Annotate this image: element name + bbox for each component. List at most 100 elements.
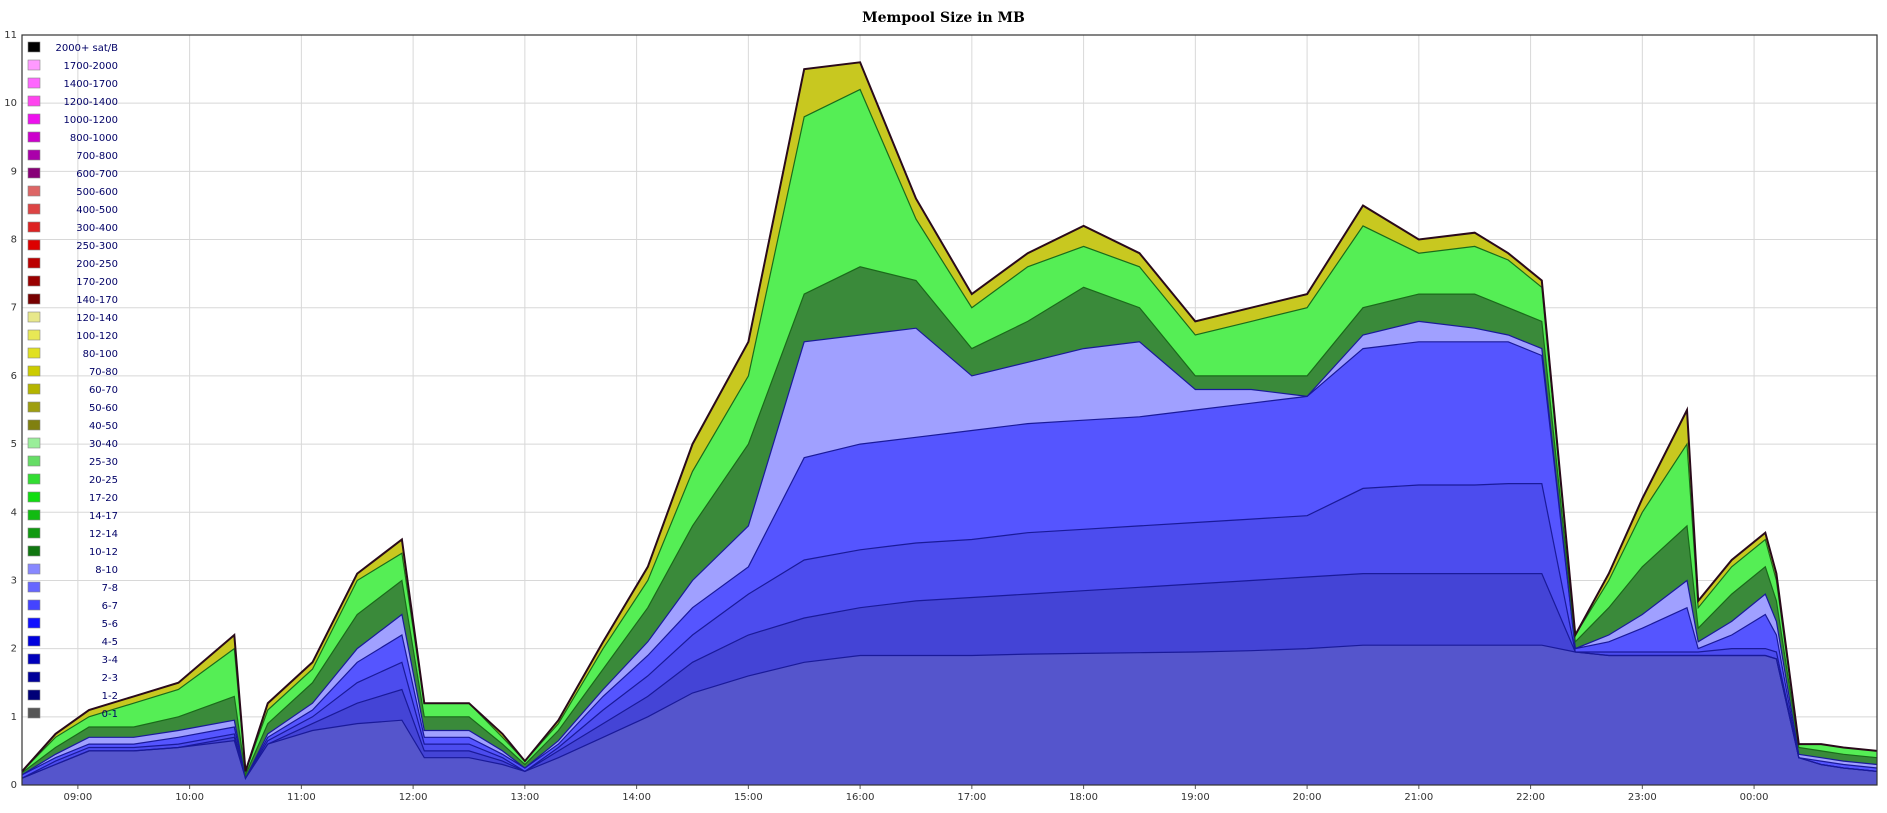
legend-label: 600-700: [76, 169, 118, 180]
legend-swatch: [27, 545, 41, 557]
legend-label: 14-17: [89, 511, 118, 522]
legend-label: 200-250: [76, 259, 118, 270]
legend-label: 300-400: [76, 223, 118, 234]
x-tick-label: 17:00: [957, 792, 986, 803]
x-tick-label: 18:00: [1069, 792, 1098, 803]
legend-label: 2000+ sat/B: [56, 43, 119, 54]
legend-swatch: [27, 329, 41, 341]
y-tick-label: 4: [11, 507, 17, 518]
legend-label: 800-1000: [70, 133, 118, 144]
x-tick-label: 09:00: [63, 792, 92, 803]
legend-label: 50-60: [89, 403, 118, 414]
legend-label: 7-8: [102, 583, 118, 594]
area-series-1-2: [22, 645, 1877, 785]
legend-label: 25-30: [89, 457, 118, 468]
legend-swatch: [27, 167, 41, 179]
legend-label: 1200-1400: [63, 97, 118, 108]
x-tick-label: 21:00: [1404, 792, 1433, 803]
series-line-20-40: [21, 88, 1878, 772]
legend-swatch: [27, 239, 41, 251]
y-tick-label: 3: [11, 575, 17, 586]
legend-label: 80-100: [83, 349, 118, 360]
legend-swatch: [27, 563, 41, 575]
series-line-2-3: [21, 573, 1878, 780]
legend-label: 60-70: [89, 385, 118, 396]
y-tick-label: 6: [11, 371, 17, 382]
legend-label: 1400-1700: [63, 79, 118, 90]
legend-swatch: [27, 257, 41, 269]
legend-label: 250-300: [76, 241, 118, 252]
x-tick-label: 13:00: [510, 792, 539, 803]
x-tick-label: 16:00: [846, 792, 875, 803]
x-tick-label: 23:00: [1628, 792, 1657, 803]
legend-swatch: [27, 401, 41, 413]
y-tick-label: 1: [11, 712, 17, 723]
y-tick-label: 0: [11, 780, 17, 791]
legend-swatch: [27, 77, 41, 89]
legend-swatch: [27, 455, 41, 467]
x-tick-label: 19:00: [1181, 792, 1210, 803]
legend: 2000+ sat/B 1700-2000 1400-1700 1200-1400 10…: [27, 41, 119, 720]
x-tick-label: 12:00: [399, 792, 428, 803]
legend-swatch: [27, 635, 41, 647]
legend-label: 100-120: [76, 331, 118, 342]
legend-swatch: [27, 41, 41, 53]
axis-layer: 0 1 2 3 4 5 6 7 8 9 10 11 09:00 10:00 11:00 12:00 13:00 1…: [4, 30, 1878, 803]
series-line-8-10: [21, 320, 1878, 781]
legend-swatch: [27, 365, 41, 377]
y-tick-label: 10: [4, 98, 17, 109]
y-tick-label: 8: [11, 235, 17, 246]
x-tick-label: 10:00: [175, 792, 204, 803]
legend-label: 40-50: [89, 421, 118, 432]
legend-swatch: [27, 491, 41, 503]
legend-swatch: [27, 419, 41, 431]
y-tick-label: 11: [4, 30, 17, 41]
legend-swatch: [27, 653, 41, 665]
x-tick-label: 20:00: [1293, 792, 1322, 803]
y-tick-label: 5: [11, 439, 17, 450]
legend-swatch: [27, 689, 41, 701]
legend-swatch: [27, 707, 41, 719]
legend-swatch: [27, 185, 41, 197]
series-line-3-4: [21, 483, 1878, 780]
x-tick-label: 22:00: [1516, 792, 1545, 803]
legend-label: 170-200: [76, 277, 118, 288]
legend-label: 12-14: [89, 529, 118, 540]
legend-swatch: [27, 113, 41, 125]
legend-label: 5-6: [102, 619, 118, 630]
legend-label: 400-500: [76, 205, 118, 216]
legend-swatch: [27, 599, 41, 611]
legend-swatch: [27, 131, 41, 143]
legend-swatch: [27, 671, 41, 683]
x-tick-label: 11:00: [287, 792, 316, 803]
legend-swatch: [27, 347, 41, 359]
legend-swatch: [27, 149, 41, 161]
plot-frame: [21, 34, 1878, 786]
legend-swatch: [27, 473, 41, 485]
legend-label: 17-20: [89, 493, 118, 504]
legend-label: 4-5: [102, 637, 118, 648]
legend-label: 500-600: [76, 187, 118, 198]
x-tick-label: 00:00: [1740, 792, 1769, 803]
legend-label: 1700-2000: [63, 61, 118, 72]
legend-label: 70-80: [89, 367, 118, 378]
legend-swatch: [27, 437, 41, 449]
legend-label: 0-1: [102, 709, 118, 720]
legend-label: 6-7: [102, 601, 118, 612]
legend-swatch: [27, 293, 41, 305]
legend-label: 10-12: [89, 547, 118, 558]
legend-swatch: [27, 95, 41, 107]
legend-swatch: [27, 203, 41, 215]
x-tick-label: 15:00: [734, 792, 763, 803]
legend-label: 2-3: [102, 673, 118, 684]
series-line-40-140: [21, 61, 1878, 773]
legend-swatch: [27, 617, 41, 629]
legend-swatch: [27, 275, 41, 287]
legend-label: 700-800: [76, 151, 118, 162]
legend-swatch: [27, 59, 41, 71]
chart-title: Mempool Size in MB: [862, 10, 1025, 26]
x-tick-label: 14:00: [622, 792, 651, 803]
legend-label: 20-25: [89, 475, 118, 486]
legend-swatch: [27, 311, 41, 323]
